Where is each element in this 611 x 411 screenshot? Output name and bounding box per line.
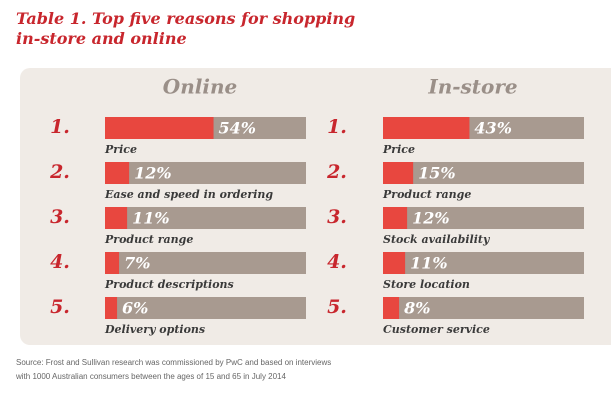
bar [105, 207, 128, 229]
bar-track [105, 297, 306, 319]
bar-track [105, 252, 306, 274]
bar [383, 252, 406, 274]
bar-track [383, 252, 584, 274]
category-label: Product range [382, 188, 471, 201]
rank: 4. [327, 251, 347, 273]
rank: 2. [326, 161, 347, 183]
category-label: Product descriptions [104, 278, 234, 291]
bar [383, 207, 408, 229]
category-label: Stock availability [383, 233, 491, 246]
rank: 2. [49, 161, 70, 183]
category-label: Product range [104, 233, 193, 246]
rank: 4. [50, 251, 70, 273]
rank: 3. [50, 206, 70, 228]
bar-track [383, 207, 584, 229]
panel-heading: Online [163, 75, 237, 99]
value-label: 6% [122, 299, 148, 318]
value-label: 54% [219, 119, 256, 138]
title: Table 1. Top five reasons for shopping [16, 9, 355, 28]
bar [383, 297, 400, 319]
bar [383, 117, 470, 139]
bar-track [383, 297, 584, 319]
bar [105, 117, 214, 139]
rank: 1. [327, 116, 347, 138]
value-label: 11% [132, 209, 169, 228]
rank: 5. [327, 296, 347, 318]
bar-track [383, 162, 584, 184]
category-label: Price [104, 143, 137, 156]
category-label: Store location [383, 278, 470, 291]
value-label: 12% [134, 164, 171, 183]
bar [105, 162, 130, 184]
rank: 1. [50, 116, 70, 138]
category-label: Ease and speed in ordering [104, 188, 273, 201]
value-label: 11% [410, 254, 447, 273]
value-label: 15% [418, 164, 455, 183]
value-label: 8% [403, 299, 430, 318]
source: with 1000 Australian consumers between t… [15, 372, 287, 381]
category-label: Price [382, 143, 415, 156]
source: Source: Frost and Sullivan research was … [16, 358, 331, 367]
category-label: Delivery options [104, 323, 205, 336]
value-label: 43% [474, 119, 511, 138]
rank: 3. [327, 206, 347, 228]
category-label: Customer service [383, 323, 490, 336]
value-label: 12% [412, 209, 449, 228]
bar [105, 252, 120, 274]
value-label: 7% [124, 254, 150, 273]
rank: 5. [50, 296, 70, 318]
bar-track [105, 207, 306, 229]
panel-heading: In-store [427, 75, 517, 99]
bar [105, 297, 118, 319]
bar [383, 162, 414, 184]
bar-track [105, 162, 306, 184]
title: in-store and online [16, 29, 187, 48]
